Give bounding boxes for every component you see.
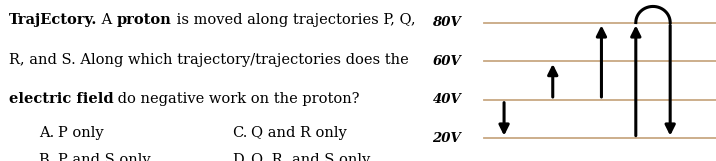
Text: B.: B. xyxy=(39,153,54,161)
Text: 20V: 20V xyxy=(432,132,461,145)
Text: Q and R only: Q and R only xyxy=(251,126,347,140)
Text: A: A xyxy=(97,13,117,27)
Text: 40V: 40V xyxy=(432,93,461,106)
Text: 60V: 60V xyxy=(432,55,461,68)
Text: electric field: electric field xyxy=(9,92,113,106)
Text: A.: A. xyxy=(39,126,54,140)
Text: TrajEctory.: TrajEctory. xyxy=(9,13,97,27)
Text: P only: P only xyxy=(58,126,104,140)
Text: D.: D. xyxy=(232,153,248,161)
Text: P and S only: P and S only xyxy=(58,153,150,161)
Text: C.: C. xyxy=(232,126,247,140)
Text: do negative work on the proton?: do negative work on the proton? xyxy=(113,92,359,106)
Text: R, and S. Along which trajectory/trajectories does the: R, and S. Along which trajectory/traject… xyxy=(9,53,408,67)
Text: 80V: 80V xyxy=(432,16,461,29)
Text: is moved along trajectories P, Q,: is moved along trajectories P, Q, xyxy=(172,13,415,27)
Text: Q, R, and S only: Q, R, and S only xyxy=(251,153,371,161)
Text: proton: proton xyxy=(117,13,172,27)
